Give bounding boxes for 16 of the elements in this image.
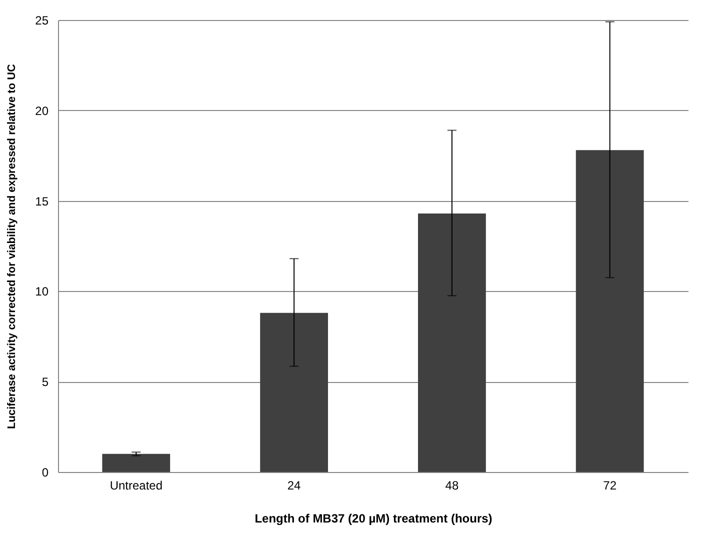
- bar: [576, 150, 644, 472]
- x-tick-label: 72: [603, 478, 617, 492]
- x-tick-label: 24: [287, 478, 302, 492]
- bar: [260, 312, 328, 472]
- y-tick-label: 5: [42, 375, 49, 390]
- x-tick-label: Untreated: [110, 478, 163, 492]
- x-tick-label: 48: [445, 478, 459, 492]
- y-tick-label: 0: [42, 466, 49, 480]
- bar: [102, 454, 170, 472]
- y-tick-label: 15: [35, 194, 49, 208]
- x-axis-title: Length of MB37 (20 µM) treatment (hours): [254, 512, 492, 526]
- y-tick-label: 25: [35, 14, 49, 28]
- y-tick-label: 10: [35, 284, 49, 299]
- y-axis-title: Luciferase activity corrected for viability and expressed relative to UC: [6, 64, 18, 429]
- y-tick-label: 20: [35, 104, 49, 118]
- bar: [418, 213, 486, 472]
